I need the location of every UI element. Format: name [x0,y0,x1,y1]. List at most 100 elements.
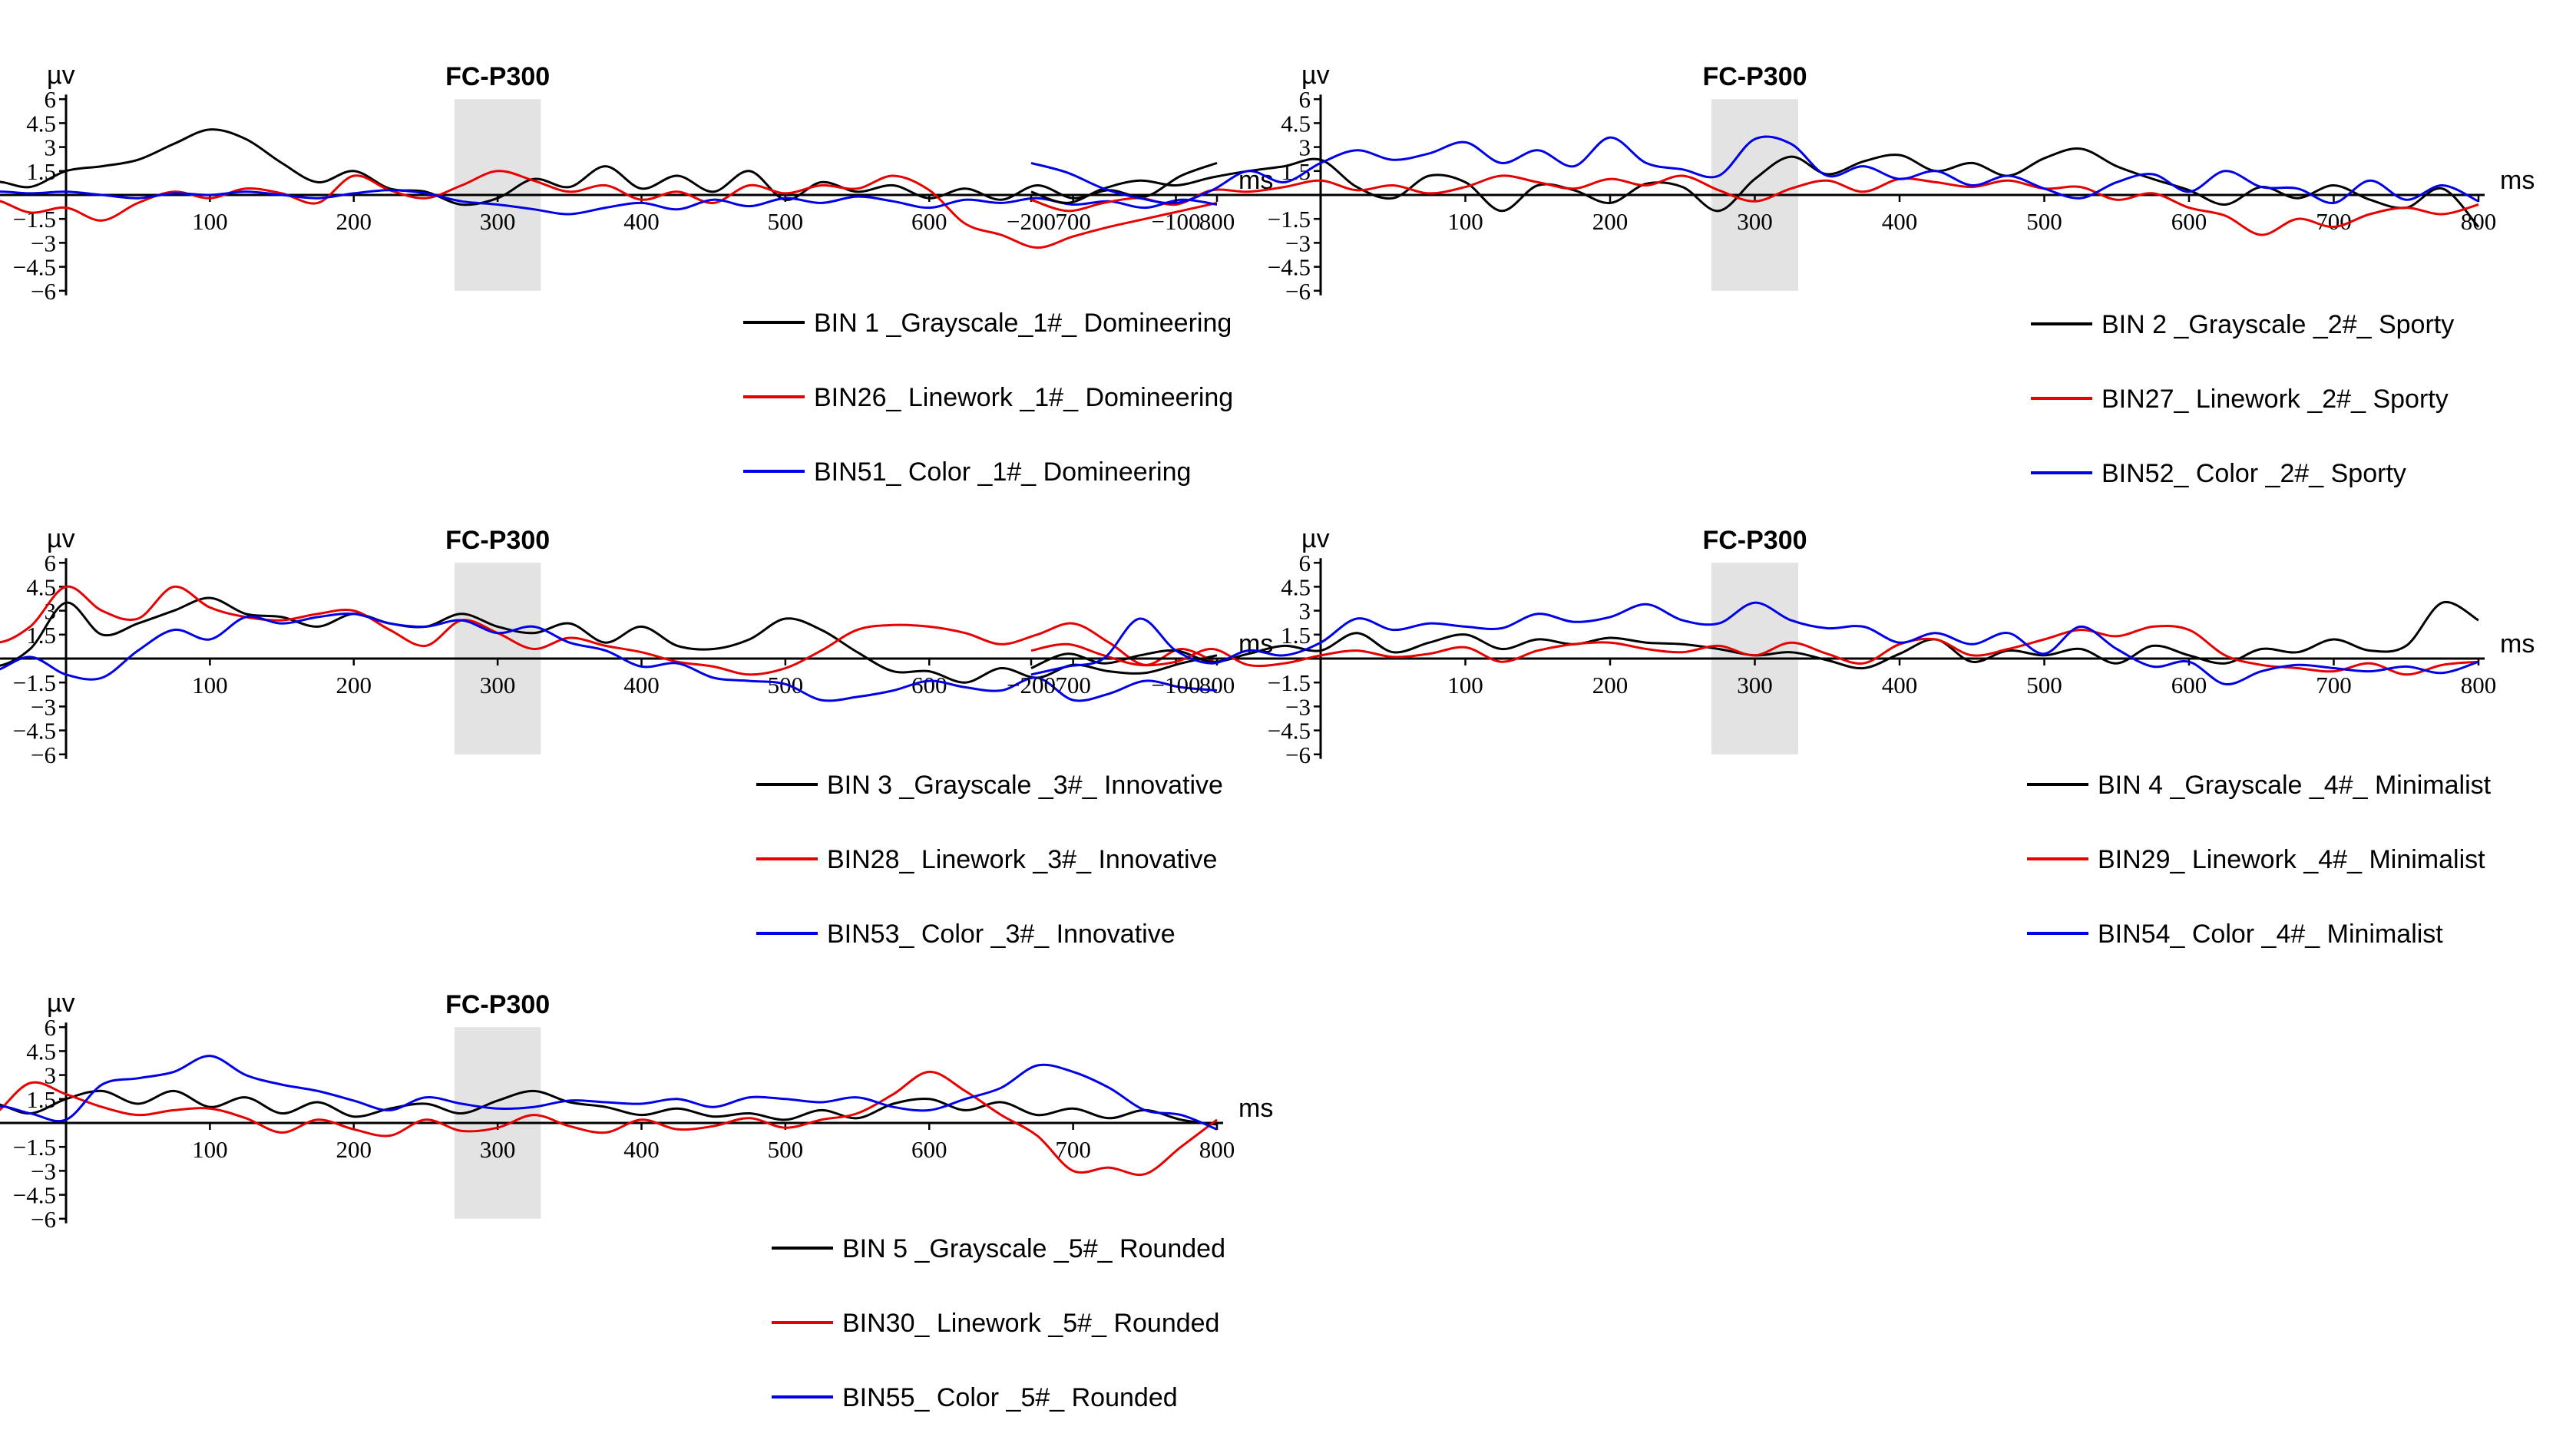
x-tick-label: 700 [1055,208,1091,235]
x-tick-label: 300 [1737,208,1773,235]
series-line-linework [0,585,1218,676]
y-tick-label: 1.5 [1281,622,1311,649]
x-axis-label: ms [2500,166,2535,195]
legend-label: BIN53_ Color _3#_ Innovative [827,920,1176,949]
legend-label: BIN 1 _Grayscale_1#_ Domineering [814,309,1232,338]
y-tick-label: −4.5 [1268,254,1311,281]
x-axis-label: ms [2500,629,2535,659]
y-tick-label: −4.5 [1268,718,1311,745]
y-axis-label: µv [1301,61,1330,90]
series-line-grayscale [0,1089,1218,1126]
x-tick-label: 300 [480,672,516,698]
y-tick-label: 1.5 [26,158,56,185]
x-tick-label: 400 [623,1136,660,1163]
y-tick-label: −3 [31,693,56,720]
x-tick-label: 700 [1055,672,1091,698]
x-tick-label: 600 [2171,208,2207,235]
x-tick-label: 200 [1592,672,1629,698]
legend-label: BIN29_ Linework _4#_ Minimalist [2098,845,2485,874]
y-tick-label: 6 [45,1014,57,1041]
x-tick-label: 600 [911,1136,947,1163]
y-tick-label: 4.5 [26,573,56,600]
legend-label: BIN27_ Linework _2#_ Sporty [2101,385,2449,414]
y-tick-label: −3 [31,230,56,256]
y-tick-label: −1.5 [13,669,56,696]
chart-title: FC-P300 [445,990,550,1019]
x-tick-label: 200 [1592,208,1629,235]
y-tick-label: 3 [45,1062,57,1089]
y-tick-label: 3 [1299,598,1311,625]
y-tick-label: −6 [1285,741,1311,768]
y-tick-label: 6 [45,86,57,113]
x-tick-label: 800 [1199,208,1235,235]
series-line-color [1030,135,2479,205]
x-tick-label: 300 [480,208,516,235]
series-line-grayscale [0,128,1218,206]
y-tick-label: −6 [31,741,56,768]
chart-title: FC-P300 [1702,526,1807,555]
series-line-color [0,612,1218,702]
y-tick-label: 6 [1299,550,1311,576]
y-axis-label: µv [47,989,75,1018]
y-tick-label: −4.5 [13,254,56,281]
y-tick-label: 4.5 [26,110,56,137]
y-tick-label: −1.5 [1268,669,1311,696]
y-tick-label: −6 [31,278,56,305]
series-line-grayscale [1030,147,2480,228]
series-line-color [0,189,1218,216]
chart-title: FC-P300 [1702,62,1807,91]
series-line-color [0,1055,1218,1131]
erp-panel-1: −200 −100 100 200 300 400 500 600 700 800 64.531.5… [0,61,1273,487]
erp-panel-2: −200 −100 100 200 300 400 500 600 700 80064.531.5… [1002,61,2535,488]
y-tick-label: 4.5 [1281,573,1311,600]
x-tick-label: 500 [768,1136,804,1163]
erp-panel-5: −200−10010020030040050060070080064.531.5… [0,989,1273,1412]
x-tick-label: 500 [2026,672,2062,698]
chart-title: FC-P300 [445,526,550,555]
legend-label: BIN55_ Color _5#_ Rounded [842,1383,1178,1412]
legend-label: BIN30_ Linework _5#_ Rounded [842,1309,1219,1338]
series-line-linework [1030,174,2479,236]
y-axis-label: µv [47,61,75,90]
x-tick-label: 700 [2316,672,2352,698]
x-tick-label: 300 [1737,672,1773,698]
series-line-linework [1030,624,2479,676]
legend-label: BIN54_ Color _4#_ Minimalist [2098,920,2443,949]
legend-label: BIN28_ Linework _3#_ Innovative [827,845,1217,874]
y-tick-label: 6 [45,550,57,576]
x-axis-label: ms [1238,1094,1273,1123]
y-tick-label: 3 [1299,134,1311,161]
legend-label: BIN26_ Linework _1#_ Domineering [814,383,1233,412]
x-tick-label: 400 [1882,672,1918,698]
x-tick-label: −100 [1152,208,1201,235]
x-tick-label: −200 [1007,672,1056,698]
series-line-grayscale [0,596,1218,684]
legend-label: BIN52_ Color _2#_ Sporty [2101,459,2406,488]
y-tick-label: −1.5 [1268,206,1311,233]
x-tick-label: 600 [911,208,947,235]
x-tick-label: 500 [768,208,804,235]
series-line-linework [0,170,1218,249]
x-tick-label: 100 [192,208,228,235]
x-tick-label: 100 [1447,672,1483,698]
x-tick-label: 300 [480,1136,516,1163]
series-line-linework [0,1070,1218,1177]
y-tick-label: 4.5 [26,1038,56,1065]
y-tick-label: 4.5 [1281,110,1311,137]
x-tick-label: −200 [1007,208,1056,235]
y-tick-label: 1.5 [26,1086,56,1113]
x-tick-label: 400 [623,208,660,235]
x-tick-label: 100 [192,1136,228,1163]
series-line-color [1030,601,2479,685]
x-tick-label: 500 [2026,208,2062,235]
x-tick-label: 700 [1055,1136,1091,1163]
x-tick-label: 100 [192,672,228,698]
x-tick-label: 400 [1882,208,1918,235]
legend-label: BIN 5 _Grayscale _5#_ Rounded [842,1234,1225,1263]
y-tick-label: −3 [1285,230,1311,256]
y-tick-label: −1.5 [13,1134,56,1161]
y-tick-label: 3 [45,134,57,161]
x-tick-label: 100 [1447,208,1483,235]
legend-label: BIN51_ Color _1#_ Domineering [814,457,1191,487]
